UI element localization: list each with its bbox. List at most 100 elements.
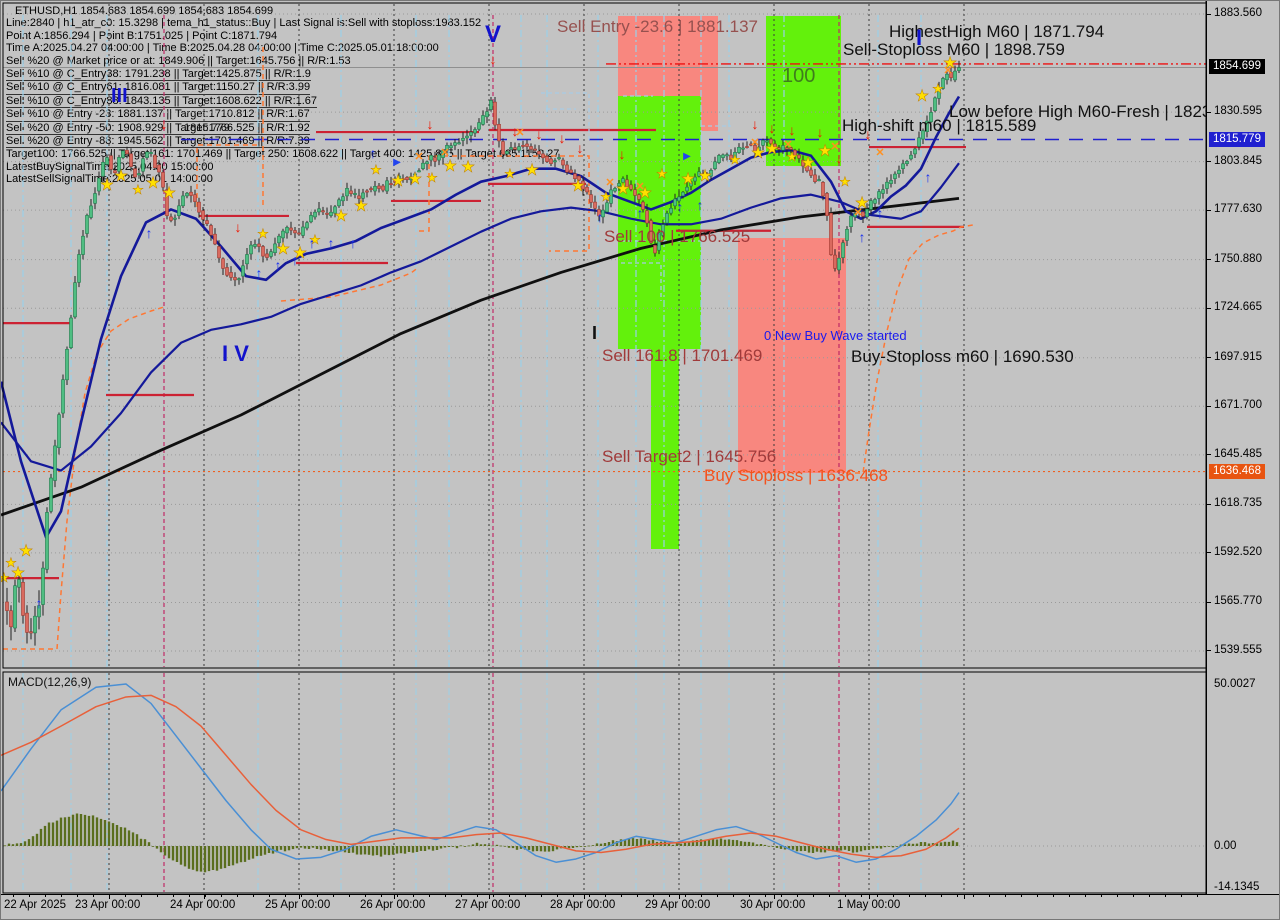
star-signal-icon: ★ xyxy=(932,81,944,96)
time-minor-tick xyxy=(1021,895,1022,897)
time-tick xyxy=(964,895,965,899)
sell-arrow-icon: ↓ xyxy=(161,116,168,132)
star-signal-icon: ★ xyxy=(114,168,128,185)
star-signal-icon: ★ xyxy=(698,168,712,185)
price-highlight-box: 1636.468 xyxy=(1209,463,1265,479)
wave-v-label: V xyxy=(485,21,502,48)
buy-arrow-icon: ↑ xyxy=(256,265,263,281)
time-minor-tick xyxy=(621,895,622,897)
price-label: 1803.845 xyxy=(1214,154,1262,167)
star-signal-icon: ★ xyxy=(600,189,612,204)
price-label: 1645.485 xyxy=(1214,447,1262,460)
time-label: 30 Apr 00:00 xyxy=(740,899,806,911)
time-minor-tick xyxy=(749,895,750,897)
time-minor-tick xyxy=(397,895,398,897)
time-minor-tick xyxy=(829,895,830,897)
info-line: Point A:1856.294 | Point B:1751.025 | Po… xyxy=(6,29,278,42)
time-minor-tick xyxy=(333,895,334,897)
time-label: 23 Apr 00:00 xyxy=(75,899,141,911)
ma-black-line xyxy=(1,196,960,517)
x-signal-icon: ✕ xyxy=(830,141,839,153)
buy-arrow-icon: ↑ xyxy=(309,235,316,251)
price-label: 1565.770 xyxy=(1214,595,1262,608)
star-signal-icon: ★ xyxy=(257,226,269,241)
price-label: 1724.665 xyxy=(1214,301,1262,314)
support-resistance-segments xyxy=(3,128,966,580)
info-line: Time A:2025.04.27 04:00:00 | Time B:2025… xyxy=(6,42,439,55)
sell-arrow-icon: ↓ xyxy=(752,116,759,132)
sell-stoploss-m60-label: Sell-Stoploss M60 | 1898.759 xyxy=(843,40,1065,59)
price-highlight-box: 1854.699 xyxy=(1209,59,1265,75)
star-signal-icon: ★ xyxy=(443,158,457,175)
price-tick xyxy=(1207,552,1211,554)
buy-arrow-icon: ↑ xyxy=(677,199,684,215)
time-minor-tick xyxy=(1085,895,1086,897)
star-signal-icon: ★ xyxy=(426,170,438,185)
buy-arrow-icon: ↑ xyxy=(697,197,704,213)
time-label: 22 Apr 2025 xyxy=(4,899,67,911)
time-axis[interactable]: 22 Apr 2025 23 Apr 00:00 24 Apr 00:00 25 Ap… xyxy=(1,894,1279,919)
buy-arrow-icon: ↑ xyxy=(637,205,644,221)
main-chart[interactable]: ★★★★★★ ★★★★ ★★★★★★ ★ ★★ ★ ★ ★★★ ★ ★★ ★ ★★ ★ ★ ★ ★★★★★ ★★… xyxy=(1,1,1207,894)
info-line: Sell %10 @ C_Entry61: 1816.081 || Target… xyxy=(6,81,311,95)
time-minor-tick xyxy=(365,895,366,897)
star-signal-icon: ★ xyxy=(801,155,815,172)
info-line: Sell %20 @ Entry -88: 1945.562 || Target… xyxy=(6,135,310,149)
time-minor-tick xyxy=(1165,895,1166,897)
time-minor-tick xyxy=(205,895,206,897)
buy-arrow-icon: ↑ xyxy=(655,227,662,243)
buy-arrow-icon: ↑ xyxy=(859,229,866,245)
candles-layer xyxy=(5,60,961,646)
time-tick xyxy=(679,895,680,899)
time-minor-tick xyxy=(765,895,766,897)
time-tick xyxy=(489,895,490,899)
time-tick xyxy=(774,895,775,899)
star-signal-icon: ★ xyxy=(146,175,160,192)
sell-arrow-icon: ↓ xyxy=(235,219,242,235)
buy-arrow-icon: ↑ xyxy=(350,235,357,251)
sell-161-label: Sell 161.8 | 1701.469 xyxy=(602,346,763,365)
time-minor-tick xyxy=(141,895,142,897)
time-minor-tick xyxy=(781,895,782,897)
star-signal-icon: ★ xyxy=(786,149,798,164)
price-label: 1539.555 xyxy=(1214,643,1262,656)
star-signal-icon: ★ xyxy=(638,185,652,202)
price-tick xyxy=(1207,405,1211,407)
star-signal-icon: ★ xyxy=(571,178,585,195)
time-minor-tick xyxy=(477,895,478,897)
time-minor-tick xyxy=(1037,895,1038,897)
low-before-high-label: Low before High M60-Fresh | 1823 xyxy=(949,102,1206,121)
time-minor-tick xyxy=(733,895,734,897)
time-minor-tick xyxy=(1101,895,1102,897)
time-tick xyxy=(109,895,110,899)
time-minor-tick xyxy=(109,895,110,897)
price-axis[interactable]: 1883.560 1830.595 1803.845 1777.630 1750.880… xyxy=(1206,1,1279,894)
sell-entry-label: Sell Entry -23.6 | 1881.137 xyxy=(557,17,758,36)
macd-main-line xyxy=(1,683,960,863)
time-minor-tick xyxy=(429,895,430,897)
time-minor-tick xyxy=(93,895,94,897)
star-signal-icon: ★ xyxy=(334,208,348,225)
star-signal-icon: ★ xyxy=(100,177,114,194)
time-minor-tick xyxy=(45,895,46,897)
time-minor-tick xyxy=(157,895,158,897)
time-minor-tick xyxy=(493,895,494,897)
sell-arrow-icon: ↓ xyxy=(536,126,543,142)
x-signal-icon: ✕ xyxy=(414,151,423,163)
time-label: 29 Apr 00:00 xyxy=(645,899,711,911)
wave-i-top-label: I xyxy=(916,25,923,50)
buy-arrow-icon: ↑ xyxy=(597,209,604,225)
shaded-bands xyxy=(618,16,846,549)
time-tick xyxy=(204,895,205,899)
time-minor-tick xyxy=(461,895,462,897)
time-minor-tick xyxy=(349,895,350,897)
chart-info-overlay: ETHUSD,H1 1854.683 1854.699 1854.683 185… xyxy=(6,5,559,186)
time-minor-tick xyxy=(909,895,910,897)
buy-arrow-icon: ↑ xyxy=(877,205,884,221)
fib-price-tag: 1815.779 xyxy=(184,122,230,134)
star-signal-icon: ★ xyxy=(616,181,630,198)
time-tick xyxy=(584,895,585,899)
star-signal-icon: ★ xyxy=(915,88,929,105)
star-signal-icon: ★ xyxy=(132,182,144,197)
x-signal-icon: ✕ xyxy=(875,147,884,159)
